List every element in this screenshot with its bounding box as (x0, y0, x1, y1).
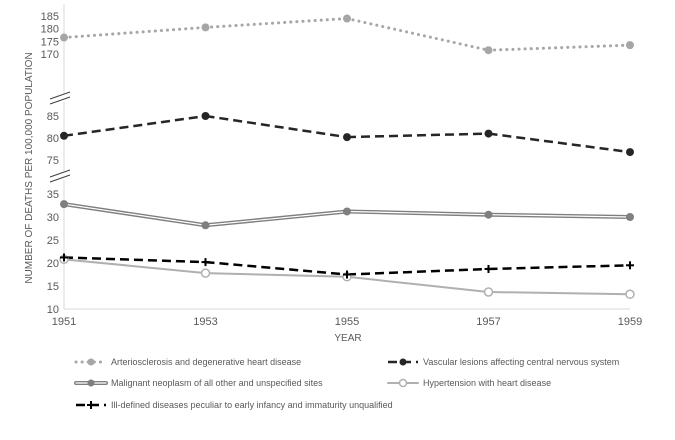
data-point-marker (626, 261, 634, 270)
legend-label: Ill-defined diseases peculiar to early i… (111, 400, 393, 410)
x-tick-label: 1951 (52, 316, 76, 328)
data-point-marker (626, 213, 634, 221)
series-line-segment (205, 114, 348, 139)
series-line-segment (487, 214, 631, 218)
y-tick-label: 75 (47, 155, 59, 167)
x-tick-label: 1957 (476, 316, 500, 328)
legend-label: Malignant neoplasm of all other and unsp… (111, 378, 323, 388)
series-line-segment (345, 209, 491, 217)
x-tick-label: 1959 (618, 316, 642, 328)
data-point-marker (201, 23, 210, 32)
data-point-marker (343, 133, 351, 142)
series-line-segment (63, 256, 206, 264)
data-point-marker (484, 46, 493, 55)
axis-break-mark (49, 91, 71, 100)
series-line-segment (63, 203, 207, 226)
series-line (63, 258, 631, 296)
data-point-marker (484, 210, 493, 219)
legend-item: Malignant neoplasm of all other and unsp… (74, 378, 323, 388)
data-point-marker (60, 200, 68, 209)
legend-label: Hypertension with heart disease (423, 378, 551, 388)
legend-item: Ill-defined diseases peculiar to early i… (76, 400, 393, 410)
series-line-segment (205, 260, 348, 276)
series-line-segment (345, 17, 490, 52)
y-tick-label: 15 (47, 281, 59, 293)
data-point-marker (60, 253, 68, 262)
series-line-segment (488, 264, 631, 271)
series-line-segment (346, 210, 490, 216)
y-tick-label: 80 (47, 133, 59, 145)
data-point-marker (626, 41, 634, 50)
y-tick-label: 170 (41, 49, 59, 61)
data-point-marker (625, 289, 635, 300)
series-line-segment (346, 267, 489, 276)
y-tick-label: 185 (41, 11, 59, 23)
legend-item: Hypertension with heart disease (387, 378, 551, 388)
y-tick-label: 35 (47, 189, 59, 201)
series-line-segment (487, 290, 631, 296)
y-tick-label: 25 (47, 235, 59, 247)
data-point-marker (87, 401, 95, 409)
data-point-marker (343, 207, 351, 216)
series-line (62, 202, 632, 228)
y-tick-label: 20 (47, 258, 59, 270)
series-line-segment (486, 212, 632, 219)
series-line-segment (204, 272, 348, 278)
series-line-segment (63, 258, 207, 275)
data-point-marker (484, 264, 493, 273)
data-point-marker (399, 358, 407, 366)
series-line-segment (346, 275, 490, 293)
y-tick-label: 30 (47, 212, 59, 224)
y-tick-label: 10 (47, 304, 59, 316)
y-tick-label: 85 (47, 111, 59, 123)
legend: Arteriosclerosis and degenerative heart … (74, 357, 619, 410)
axis-break-mark (49, 174, 71, 183)
data-point-marker (201, 112, 210, 120)
series-line (63, 114, 631, 154)
data-point-marker (201, 258, 210, 267)
legend-label: Arteriosclerosis and degenerative heart … (111, 357, 301, 367)
x-tick-label: 1955 (335, 316, 359, 328)
y-axis-title: NUMBER OF DEATHS PER 100,000 POPULATION (24, 52, 35, 283)
axis-break-gap (48, 171, 74, 180)
axis-break-mark (49, 96, 71, 105)
data-point-marker (87, 358, 95, 366)
axis-break-gap (48, 93, 74, 102)
data-point-marker (483, 287, 494, 297)
series-line-segment (488, 132, 631, 154)
x-tick-label: 1953 (193, 316, 217, 328)
data-point-marker (343, 14, 351, 23)
series-line-segment (63, 114, 206, 138)
series-line-segment (487, 43, 632, 52)
y-tick-label: 180 (41, 24, 59, 36)
series-line-segment (204, 210, 348, 226)
data-point-marker (60, 131, 68, 140)
data-point-marker (201, 221, 210, 230)
x-axis-title: YEAR (334, 333, 361, 344)
data-point-marker (87, 379, 95, 387)
series-line (63, 256, 631, 276)
series-line-segment (203, 209, 349, 228)
axis-break-mark (49, 169, 71, 178)
series-line-segment (62, 25, 207, 40)
series-line-segment (204, 17, 349, 29)
data-point-marker (200, 268, 211, 278)
data-point-marker (343, 270, 351, 279)
data-point-marker (398, 378, 408, 388)
legend-item: Vascular lesions affecting central nervo… (388, 357, 619, 367)
data-point-marker (60, 33, 68, 42)
series-line-segment (62, 202, 208, 228)
legend-item: Arteriosclerosis and degenerative heart … (74, 357, 301, 367)
data-point-marker (626, 148, 634, 157)
series-line-segment (346, 132, 489, 139)
y-tick-label: 175 (41, 36, 59, 48)
legend-label: Vascular lesions affecting central nervo… (423, 357, 619, 367)
series-line (62, 17, 632, 52)
data-point-marker (484, 129, 493, 138)
